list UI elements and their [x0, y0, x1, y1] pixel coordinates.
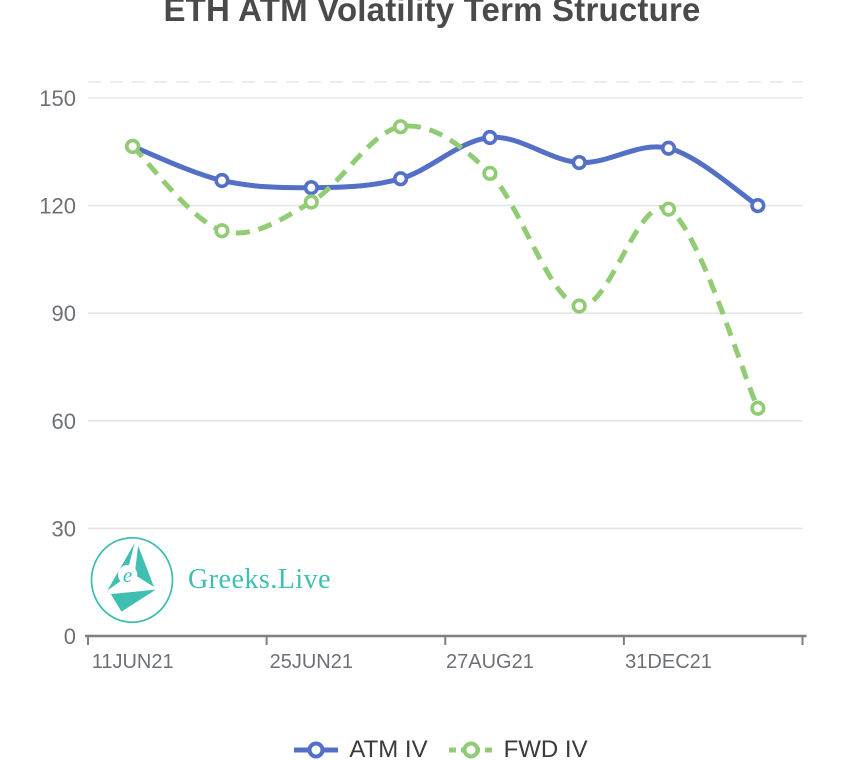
brand-watermark: e Greeks.Live	[88, 534, 331, 626]
x-axis-tick-label-11JUN21: 11JUN21	[92, 651, 174, 673]
legend-label-atm-iv: ATM IV	[349, 736, 428, 760]
greeks-live-logo-icon: e	[90, 536, 174, 624]
x-axis-tick-label-27AUG21: 27AUG21	[446, 651, 534, 673]
fwd-iv-data-point	[750, 400, 766, 416]
y-axis-tick-label-90: 90	[52, 301, 76, 326]
y-axis-tick-label-150: 150	[39, 86, 76, 111]
y-axis-tick-label-120: 120	[39, 194, 76, 219]
fwd-iv-data-point	[214, 223, 230, 239]
svg-text:e: e	[123, 563, 132, 587]
atm-iv-data-point	[214, 172, 230, 189]
legend-item-fwd-iv[interactable]: FWD IV	[447, 736, 588, 760]
atm-iv-data-point	[660, 140, 677, 156]
fwd-iv-data-point	[125, 138, 141, 155]
fwd-iv-data-point	[303, 194, 319, 210]
fwd-iv-legend-marker-icon	[448, 741, 493, 759]
atm-iv-data-point	[482, 129, 498, 146]
brand-watermark-text: Greeks.Live	[188, 564, 332, 595]
y-axis-tick-label-60: 60	[52, 409, 76, 434]
fwd-iv-data-point	[392, 119, 409, 135]
fwd-iv-data-point	[482, 165, 498, 181]
x-axis-tick-label-31DEC21: 31DEC21	[625, 651, 712, 673]
legend: ATM IV FWD IV	[16, 736, 864, 760]
atm-iv-data-point	[392, 171, 409, 187]
y-axis-tick-label-30: 30	[52, 516, 76, 541]
atm-iv-data-point	[303, 180, 319, 196]
x-axis-tick-label-25JUN21: 25JUN21	[270, 651, 353, 673]
y-axis-tick-label-0: 0	[64, 624, 76, 649]
atm-iv-legend-marker-icon	[294, 741, 339, 759]
fwd-iv-data-point	[660, 201, 677, 217]
atm-iv-data-point	[750, 198, 766, 214]
legend-item-atm-iv[interactable]: ATM IV	[292, 736, 428, 760]
legend-label-fwd-iv: FWD IV	[503, 736, 588, 760]
fwd-iv-curve	[130, 123, 761, 410]
atm-iv-data-point	[571, 154, 587, 171]
fwd-iv-data-point	[571, 298, 587, 314]
chart-title: ETH ATM Volatility Term Structure	[163, 0, 701, 28]
plot-area: 0 30 60 90 120 150 11JUN21 25JUN21 27AUG21 31DEC2…	[39, 81, 807, 673]
